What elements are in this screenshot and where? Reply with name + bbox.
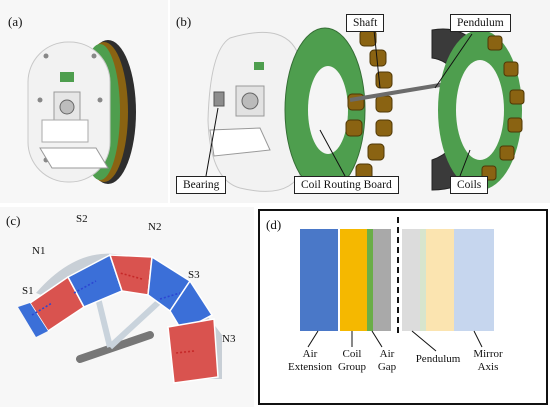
panel-d: (d) Air Extension Coil Group Air Gap Pen… — [258, 209, 548, 405]
panel-a-label: (a) — [8, 14, 23, 29]
coils-callout: Coils — [450, 176, 489, 194]
air-extension-line-1: Air — [302, 348, 318, 360]
coil-group-line-2: Group — [337, 361, 367, 373]
air-gap-line-2: Gap — [377, 361, 397, 373]
pole-n2-label: N2 — [148, 221, 162, 233]
bearing-callout: Bearing — [176, 176, 227, 194]
panel-c-label: (c) — [6, 213, 21, 228]
mirror-layer-3 — [426, 229, 454, 331]
air-extension-legend: Air Extension — [282, 348, 338, 374]
mirror-layer-1 — [402, 229, 420, 331]
pole-n3-label: N3 — [222, 333, 236, 345]
mirror-layer-2 — [420, 229, 426, 331]
pole-n1-label: N1 — [32, 245, 46, 257]
pendulum-legend: Pendulum — [415, 353, 461, 365]
panel-d-label: (d) — [266, 217, 282, 232]
assembled-motor-illustration — [27, 40, 136, 184]
exploded-motor-illustration — [205, 27, 525, 193]
coil-group-layer — [340, 229, 367, 331]
air-gap-line-1: Air — [379, 348, 395, 360]
pendulum-magnet-illustration — [18, 253, 222, 384]
coil-group-legend: Coil Group — [332, 348, 372, 374]
mirror-axis-legend: Mirror Axis — [466, 348, 510, 374]
panel-c: (c) S1 N1 S2 N2 S3 N3 — [0, 207, 254, 407]
air-gap-layer — [373, 229, 391, 331]
mirror-axis-line-1: Mirror — [473, 348, 503, 360]
panel-b: (b) Shaft Pendulum Bearing Coil Routing … — [170, 0, 550, 203]
coil-routing-board-callout: Coil Routing Board — [294, 176, 399, 194]
pendulum-callout: Pendulum — [450, 14, 511, 32]
pole-s3-label: S3 — [188, 269, 200, 281]
mirror-layer-4 — [454, 229, 494, 331]
green-thin-layer — [367, 229, 373, 331]
panel-b-label: (b) — [176, 14, 192, 29]
layer-diagram — [300, 217, 494, 352]
panel-a: (a) — [0, 0, 168, 203]
air-extension-layer — [300, 229, 338, 331]
air-gap-legend: Air Gap — [372, 348, 402, 374]
pole-s1-label: S1 — [22, 285, 34, 297]
air-extension-line-2: Extension — [288, 361, 332, 373]
mirror-axis-line-2: Axis — [477, 361, 499, 373]
coil-group-line-1: Coil — [342, 348, 362, 360]
pole-s2-label: S2 — [76, 213, 88, 225]
shaft-callout: Shaft — [346, 14, 385, 32]
